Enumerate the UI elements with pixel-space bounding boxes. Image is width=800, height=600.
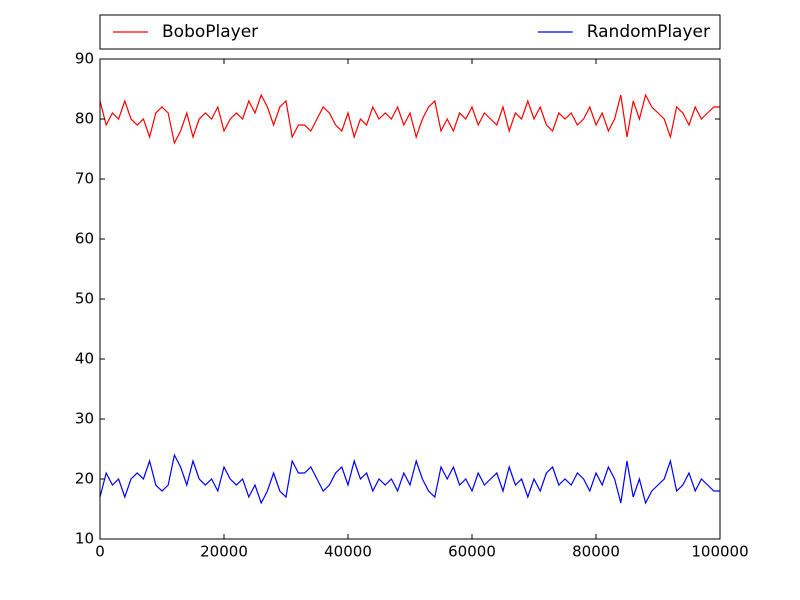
x-tick-label: 0	[95, 543, 105, 561]
y-tick-label: 50	[75, 290, 94, 308]
legend-label: RandomPlayer	[587, 22, 710, 42]
x-tick-label: 60000	[448, 543, 496, 561]
y-tick-label: 20	[75, 470, 94, 488]
y-tick-label: 70	[75, 170, 94, 188]
data-line	[99, 93, 720, 145]
x-tick-label: 40000	[324, 543, 372, 561]
y-tick-label: 80	[75, 110, 94, 128]
y-tick-label: 10	[75, 530, 94, 548]
y-tick-label: 90	[75, 50, 94, 68]
data-line	[99, 453, 720, 505]
y-tick-label: 60	[75, 230, 94, 248]
legend-label: BoboPlayer	[162, 22, 258, 42]
legend-box	[99, 14, 721, 50]
x-tick-label: 100000	[691, 543, 748, 561]
y-tick-label: 40	[75, 350, 94, 368]
x-tick-label: 80000	[572, 543, 620, 561]
y-tick-label: 30	[75, 410, 94, 428]
x-tick-label: 20000	[200, 543, 248, 561]
